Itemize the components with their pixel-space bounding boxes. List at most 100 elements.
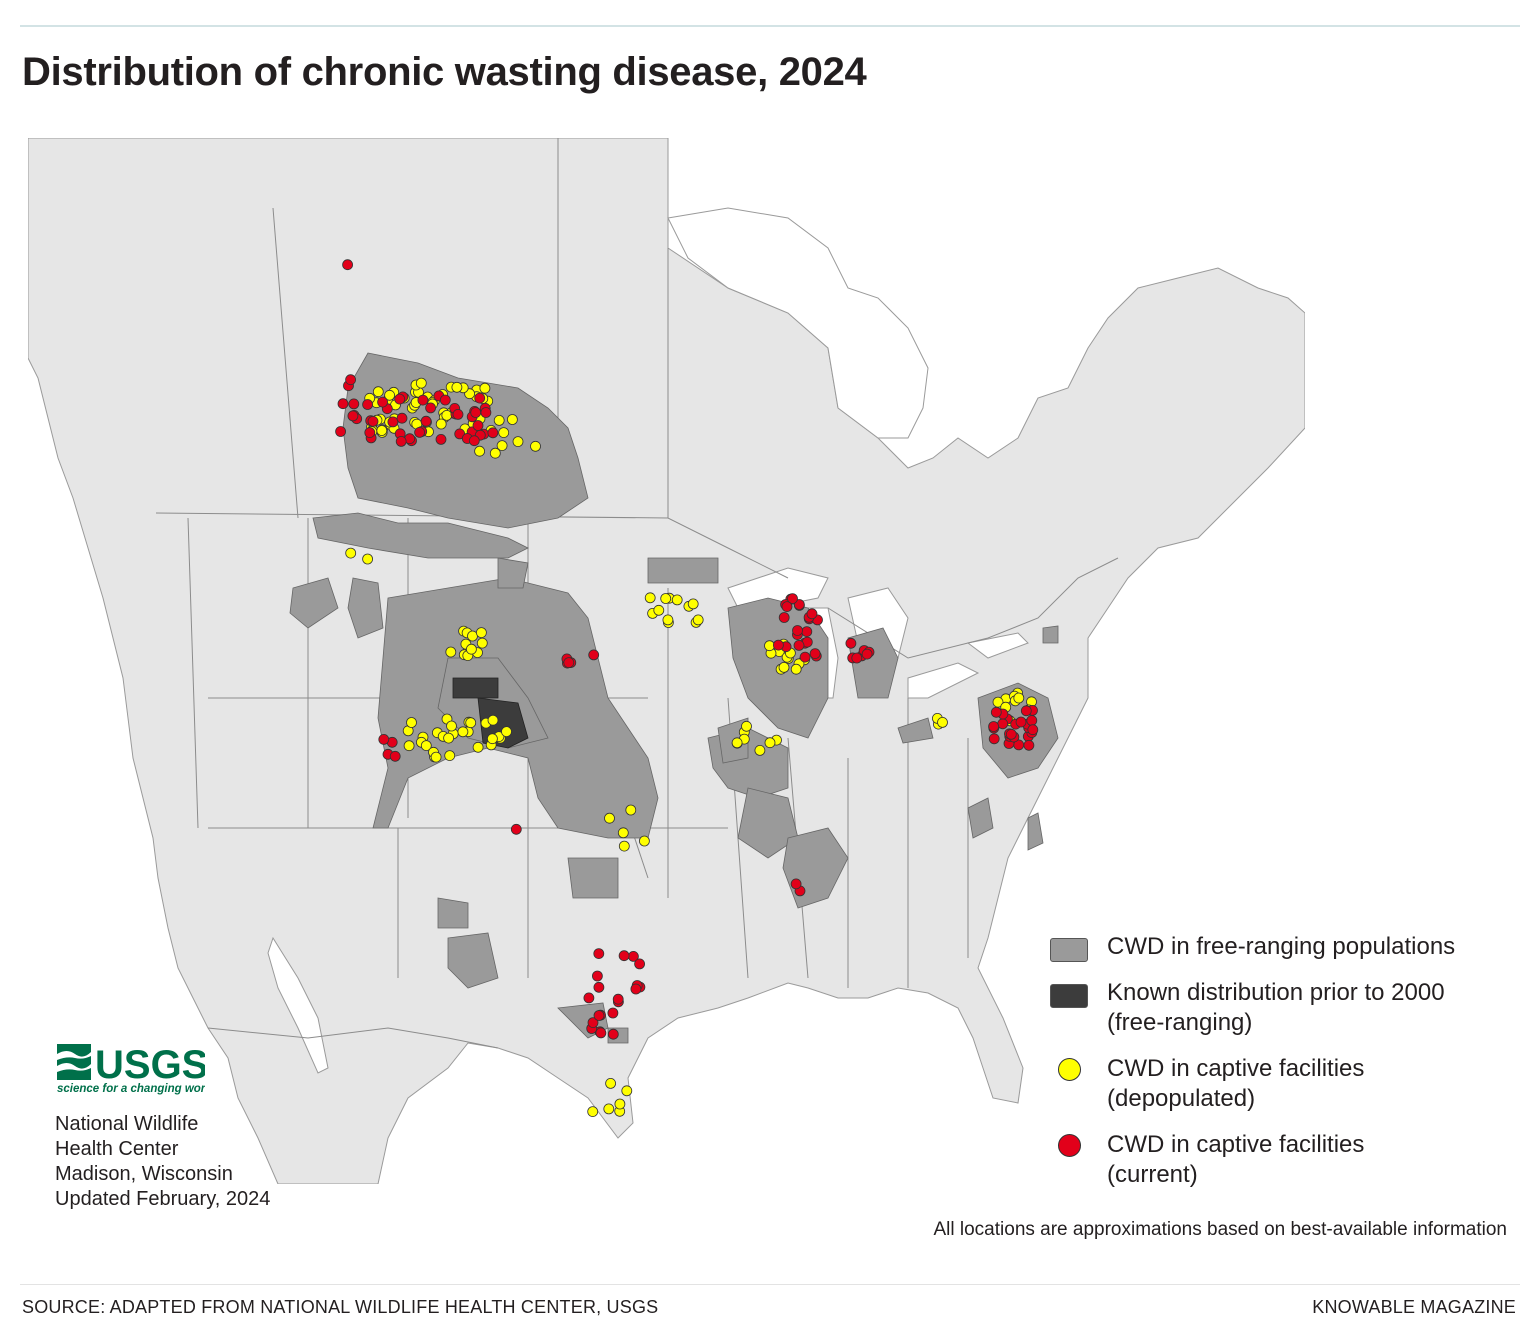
- current-facility-marker: [470, 407, 482, 418]
- depopulated-facility-marker: [660, 593, 672, 604]
- current-facility-marker: [347, 410, 359, 422]
- current-facility-marker: [396, 412, 408, 424]
- current-facility-marker: [472, 420, 484, 431]
- current-facility-marker: [417, 394, 429, 406]
- current-facility-marker: [861, 648, 873, 660]
- depopulated-facility-marker: [671, 594, 683, 606]
- depopulated-facility-marker: [406, 717, 417, 728]
- depopulated-facility-marker: [465, 643, 477, 655]
- current-facility-marker: [593, 1010, 605, 1021]
- depopulated-facility-marker: [530, 440, 541, 452]
- current-facility-marker: [778, 612, 790, 623]
- current-facility-marker: [362, 399, 374, 410]
- depopulated-facility-marker: [692, 614, 704, 626]
- depopulated-facility-marker: [731, 737, 743, 749]
- page-title: Distribution of chronic wasting disease,…: [22, 50, 867, 94]
- current-facility-marker: [378, 734, 390, 745]
- current-facility-marker: [997, 718, 1009, 730]
- depopulated-facility-marker: [687, 598, 699, 610]
- map: [28, 138, 1305, 1184]
- disclaimer: All locations are approximations based o…: [933, 1219, 1508, 1240]
- legend-swatch-free-ranging: [1050, 938, 1088, 962]
- depopulated-facility-marker: [430, 751, 442, 763]
- current-facility-marker: [435, 433, 447, 445]
- legend-label-free-ranging: CWD in free-ranging populations: [1107, 933, 1456, 960]
- depopulated-facility-marker: [372, 386, 384, 398]
- current-facility-marker: [587, 1017, 599, 1028]
- depopulated-facility-marker: [498, 427, 510, 439]
- current-facility-marker: [1015, 716, 1027, 728]
- legend-label-depopulated: CWD in captive facilities: [1107, 1055, 1365, 1082]
- current-facility-marker: [348, 398, 360, 410]
- current-facility-marker: [801, 626, 813, 638]
- current-facility-marker: [414, 426, 426, 438]
- current-facility-marker: [1023, 739, 1035, 751]
- depopulated-facility-marker: [489, 447, 501, 459]
- current-facility-marker: [630, 983, 642, 995]
- depopulated-facility-marker: [445, 646, 457, 658]
- depopulated-facility-marker: [992, 696, 1004, 708]
- current-facility-marker: [1026, 715, 1038, 726]
- current-facility-marker: [790, 878, 802, 890]
- current-facility-marker: [809, 648, 821, 659]
- depopulated-facility-marker: [476, 637, 488, 649]
- depopulated-facility-marker: [403, 740, 415, 752]
- depopulated-facility-marker: [487, 714, 499, 726]
- current-facility-marker: [988, 721, 999, 732]
- depopulated-facility-marker: [764, 640, 775, 652]
- current-facility-marker: [342, 259, 354, 271]
- legend-prior-2000: Known distribution prior to 2000 (free-r…: [1050, 978, 1520, 1038]
- current-facility-marker: [394, 393, 406, 405]
- depopulated-facility-marker: [614, 1098, 626, 1110]
- depopulated-facility-marker: [444, 750, 456, 761]
- depopulated-facility-marker: [625, 804, 637, 816]
- depopulated-facility-marker: [345, 547, 357, 559]
- current-facility-marker: [634, 958, 645, 970]
- depopulated-facility-marker: [465, 717, 477, 729]
- legend: CWD in free-ranging populations Known di…: [1050, 932, 1520, 1206]
- depopulated-facility-marker: [603, 1103, 615, 1115]
- current-facility-marker: [1020, 705, 1032, 717]
- legend-dot-red: [1058, 1134, 1081, 1157]
- depopulated-facility-marker: [415, 377, 427, 389]
- current-facility-marker: [787, 593, 798, 605]
- depopulated-facility-marker: [486, 733, 498, 745]
- usgs-wave-lines: [57, 1051, 91, 1072]
- depopulated-facility-marker: [644, 592, 656, 604]
- current-facility-marker: [607, 1028, 619, 1040]
- credit-line-4: Updated February, 2024: [55, 1188, 271, 1210]
- source-credit: SOURCE: ADAPTED FROM NATIONAL WILDLIFE H…: [22, 1297, 659, 1317]
- credit-line-1: National Wildlife: [55, 1113, 199, 1135]
- current-facility-marker: [439, 394, 451, 406]
- current-facility-marker: [420, 415, 432, 427]
- depopulated-facility-marker: [472, 741, 484, 753]
- depopulated-facility-marker: [435, 418, 447, 430]
- depopulated-facility-marker: [501, 726, 512, 737]
- usgs-wordmark: USGS: [95, 1043, 205, 1087]
- current-facility-marker: [588, 649, 600, 661]
- depopulated-facility-marker: [790, 663, 802, 675]
- current-facility-marker: [468, 435, 480, 447]
- depopulated-facility-marker: [493, 414, 505, 426]
- depopulated-facility-marker: [741, 720, 752, 732]
- current-facility-marker: [389, 750, 401, 762]
- gulf-of-california: [267, 936, 329, 1074]
- legend-dot-yellow: [1058, 1058, 1081, 1081]
- depopulated-facility-marker: [457, 726, 469, 738]
- current-facility-marker: [367, 415, 379, 427]
- current-facility-marker: [335, 426, 347, 437]
- legend-current: CWD in captive facilities (current): [1050, 1130, 1520, 1190]
- depopulated-facility-marker: [618, 840, 630, 852]
- current-facility-marker: [792, 625, 803, 636]
- current-facility-marker: [593, 948, 605, 959]
- depopulated-facility-marker: [443, 732, 455, 744]
- current-facility-marker: [592, 970, 603, 982]
- usgs-tagline: science for a changing world: [57, 1083, 205, 1095]
- depopulated-facility-marker: [754, 745, 766, 756]
- legend-label-current: CWD in captive facilities: [1107, 1131, 1365, 1158]
- depopulated-facility-marker: [420, 740, 432, 751]
- current-facility-marker: [793, 639, 805, 651]
- legend-label-prior-2000-sub: (free-ranging): [1107, 1009, 1253, 1036]
- current-facility-marker: [387, 416, 399, 428]
- depopulated-facility-marker: [496, 440, 508, 452]
